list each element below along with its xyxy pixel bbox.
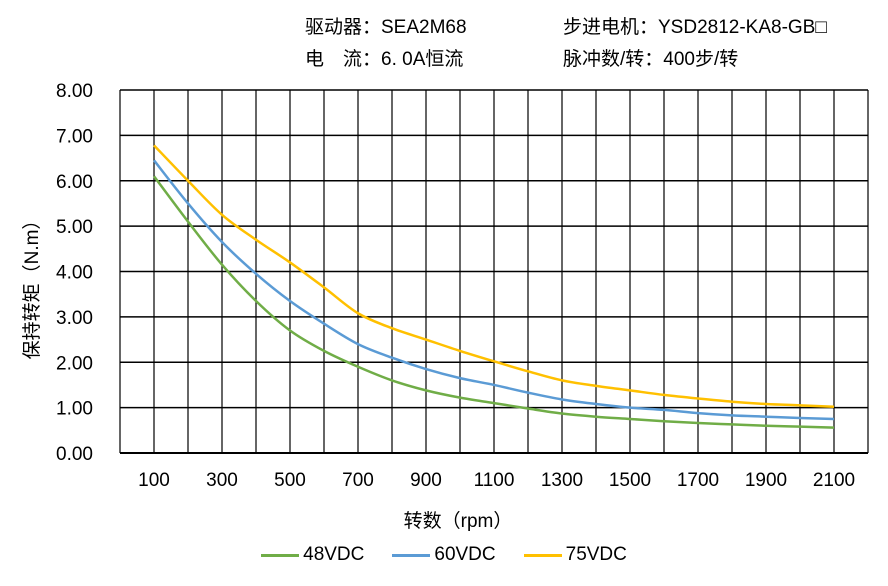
x-axis-label: 转数（rpm） xyxy=(404,510,513,532)
x-tick-label: 1300 xyxy=(541,470,583,491)
y-tick-label: 4.00 xyxy=(56,263,93,284)
legend-line-icon xyxy=(392,553,431,557)
x-tick-label: 1100 xyxy=(474,470,515,491)
series-line-60VDC xyxy=(153,159,835,421)
legend-line-icon xyxy=(523,553,562,557)
driver-info: 驱动器：SEA2M68 xyxy=(305,17,467,38)
y-tick-label: 6.00 xyxy=(56,172,93,193)
y-tick-label: 5.00 xyxy=(56,217,93,238)
y-tick-label: 7.00 xyxy=(56,126,93,147)
y-tick-label: 1.00 xyxy=(56,399,93,420)
y-tick-label: 8.00 xyxy=(56,81,93,102)
x-tick-label: 1500 xyxy=(609,470,651,491)
x-tick-label: 100 xyxy=(138,470,170,491)
x-tick-label: 700 xyxy=(342,470,374,491)
y-tick-label: 2.00 xyxy=(56,353,93,374)
x-tick-label: 2100 xyxy=(813,470,855,491)
legend-label: 60VDC xyxy=(434,544,496,565)
legend-item: 48VDC xyxy=(261,544,364,566)
series-line-75VDC xyxy=(153,144,835,408)
x-tick-label: 300 xyxy=(206,470,238,491)
motor-info: 步进电机：YSD2812-KA8-GB□ xyxy=(563,17,827,38)
y-axis-label: 保持转矩（N.m） xyxy=(21,211,43,360)
x-tick-label: 900 xyxy=(410,470,442,491)
series-line-48VDC xyxy=(152,175,835,429)
y-tick-label: 0.00 xyxy=(56,444,93,465)
legend: 48VDC 60VDC 75VDC xyxy=(0,544,888,566)
y-tick-label: 3.00 xyxy=(56,308,93,329)
legend-label: 75VDC xyxy=(565,544,627,565)
current-info: 电 流：6. 0A恒流 xyxy=(305,49,464,70)
pulses-info: 脉冲数/转：400步/转 xyxy=(563,49,739,70)
x-tick-label: 500 xyxy=(274,470,306,491)
legend-label: 48VDC xyxy=(303,544,365,565)
legend-item: 60VDC xyxy=(392,544,496,566)
x-tick-label: 1900 xyxy=(745,470,787,491)
x-tick-label: 1700 xyxy=(677,470,719,491)
legend-line-icon xyxy=(261,553,300,557)
legend-item: 75VDC xyxy=(523,544,627,566)
